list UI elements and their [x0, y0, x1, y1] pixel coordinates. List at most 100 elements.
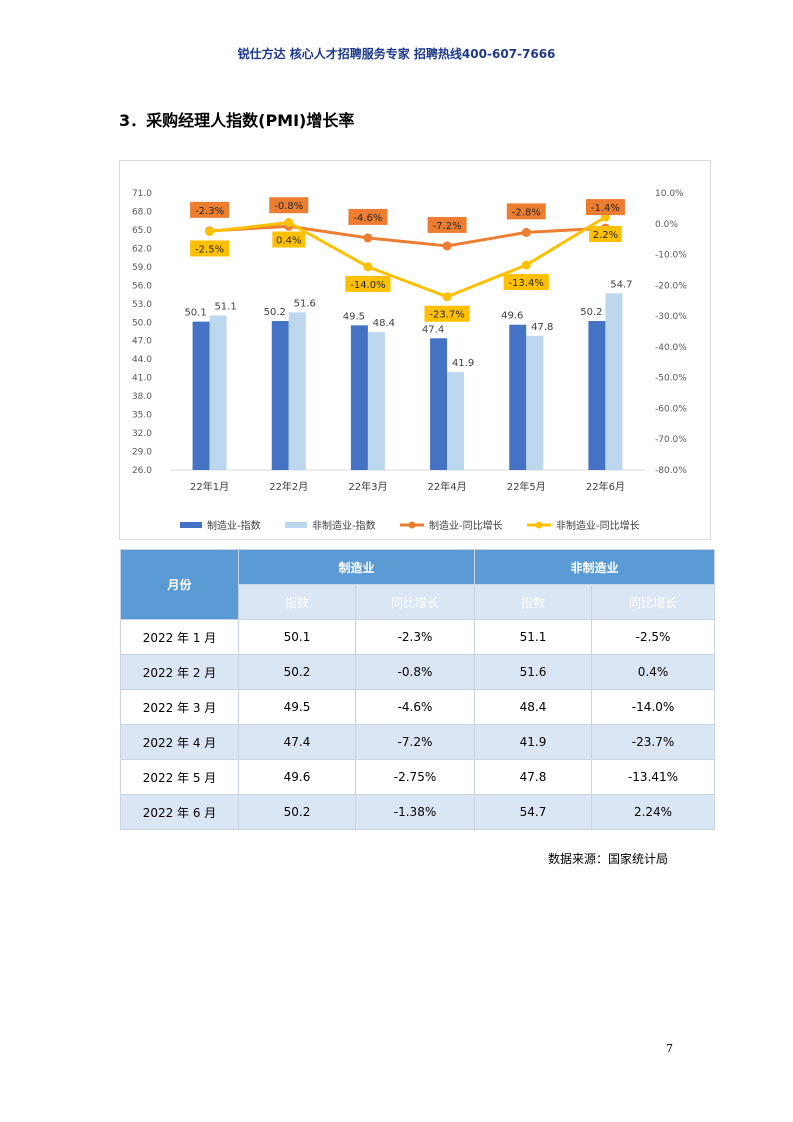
- table-row: 2022 年 3 月 49.5 -4.6% 48.4 -14.0%: [120, 689, 716, 725]
- left-axis-tick: 65.0: [132, 226, 152, 236]
- bar-data-label: 49.6: [501, 311, 523, 322]
- legend-swatch-dot: [535, 521, 543, 529]
- right-axis-tick: -50.0%: [655, 374, 687, 384]
- table-cell: 47.4: [238, 724, 356, 760]
- line-label-box: [427, 216, 467, 233]
- line-label-box: [424, 305, 470, 322]
- group-header-manufacturing: 制造业: [237, 549, 476, 585]
- bar-non-manufacturing: [209, 315, 227, 470]
- line-label-box: [585, 199, 625, 216]
- table-cell: 50.1: [238, 619, 356, 655]
- table-cell: -0.8%: [354, 654, 476, 690]
- left-axis-tick: 35.0: [132, 411, 152, 421]
- bar-data-label: 50.2: [580, 307, 602, 318]
- table-cell: 2022 年 6 月: [120, 794, 239, 830]
- bar-non-manufacturing: [367, 332, 385, 470]
- left-axis-tick: 44.0: [132, 355, 152, 365]
- table-cell: 2022 年 2 月: [120, 654, 239, 690]
- legend-label: 制造业-指数: [207, 519, 261, 532]
- pmi-chart: 71.0 68.0 65.0 62.0 59.0 56.0 53.0 50.0 47.0 44.0…: [119, 160, 711, 540]
- right-axis-tick: -30.0%: [655, 312, 687, 322]
- line-point: [521, 227, 531, 237]
- line-label-box: [190, 240, 230, 257]
- x-axis-tick: 22年3月: [348, 480, 387, 493]
- line-point: [442, 241, 452, 251]
- table-row: 2022 年 2 月 50.2 -0.8% 51.6 0.4%: [120, 654, 716, 690]
- sub-header-index: 指数: [238, 584, 356, 620]
- bar-manufacturing: [350, 325, 368, 470]
- bar-non-manufacturing: [288, 312, 306, 470]
- table-cell: 2022 年 5 月: [120, 759, 239, 795]
- table-cell: -13.41%: [591, 759, 716, 795]
- table-cell: 48.4: [474, 689, 593, 725]
- bar-non-manufacturing: [447, 372, 465, 470]
- left-axis-tick: 68.0: [132, 207, 152, 217]
- bar-data-label: 51.6: [294, 298, 316, 309]
- bar-manufacturing: [430, 338, 448, 470]
- right-axis-tick: -70.0%: [655, 435, 687, 445]
- table-corner-header: 月份: [120, 549, 239, 620]
- right-axis-tick: -60.0%: [655, 404, 687, 414]
- table-cell: 2.24%: [591, 794, 716, 830]
- table-cell: 54.7: [474, 794, 593, 830]
- line-label-box: [345, 275, 391, 292]
- line-label-box: [269, 197, 309, 214]
- bar-data-label: 41.9: [452, 358, 474, 369]
- bar-manufacturing: [192, 321, 210, 470]
- line-manufacturing-yoy: [209, 224, 606, 248]
- right-axis-tick: -40.0%: [655, 343, 687, 353]
- legend-swatch: [180, 522, 202, 528]
- table-cell: 49.5: [238, 689, 356, 725]
- table-cell: 51.1: [474, 619, 593, 655]
- line-point: [521, 260, 531, 270]
- left-axis-tick: 62.0: [132, 244, 152, 254]
- legend-swatch-dot: [408, 521, 416, 529]
- line-data-label: -1.4%: [591, 203, 620, 214]
- line-data-label: -2.3%: [195, 206, 224, 217]
- line-point: [205, 226, 215, 236]
- table-cell: 0.4%: [591, 654, 716, 690]
- bar-data-label: 50.2: [264, 307, 286, 318]
- left-axis-tick: 50.0: [132, 318, 152, 328]
- right-axis-tick: -10.0%: [655, 251, 687, 261]
- bar-data-label: 47.4: [422, 324, 444, 335]
- table-cell: 50.2: [238, 794, 356, 830]
- line-point: [284, 218, 294, 228]
- sub-header-yoy: 同比增长: [591, 584, 716, 620]
- line-data-label: 0.4%: [276, 236, 301, 247]
- table-cell: 49.6: [238, 759, 356, 795]
- line-label-box: [272, 231, 306, 248]
- table-cell: -2.3%: [354, 619, 476, 655]
- left-axis-tick: 59.0: [132, 263, 152, 273]
- left-axis-tick: 53.0: [132, 300, 152, 310]
- table-cell: -1.38%: [354, 794, 476, 830]
- x-axis-tick: 22年4月: [428, 480, 467, 493]
- table-cell: -14.0%: [591, 689, 716, 725]
- table-row: 2022 年 6 月 50.2 -1.38% 54.7 2.24%: [120, 794, 716, 830]
- line-data-label: -14.0%: [350, 280, 385, 291]
- section-title: 3．采购经理人指数(PMI)增长率: [119, 111, 355, 130]
- left-axis-tick: 41.0: [132, 374, 152, 384]
- x-axis-tick: 22年1月: [190, 480, 229, 493]
- line-data-label: -13.4%: [509, 278, 544, 289]
- bar-data-label: 50.1: [184, 308, 206, 319]
- line-label-box: [506, 203, 546, 220]
- table-cell: 2022 年 4 月: [120, 724, 239, 760]
- sub-header-yoy: 同比增长: [354, 584, 476, 620]
- group-header-non-manufacturing: 非制造业: [474, 549, 716, 585]
- table-row: 2022 年 1 月 50.1 -2.3% 51.1 -2.5%: [120, 619, 716, 655]
- bar-data-label: 48.4: [373, 318, 395, 329]
- bar-data-label: 51.1: [214, 301, 236, 312]
- pmi-table: 月份 制造业 非制造业 指数 同比增长 指数 同比增长 2022 年 1 月 50…: [120, 549, 716, 830]
- x-axis-tick: 22年5月: [507, 480, 546, 493]
- line-data-label: -2.8%: [512, 207, 541, 218]
- bar-non-manufacturing: [526, 335, 544, 470]
- table-cell: 47.8: [474, 759, 593, 795]
- data-source: 数据来源：国家统计局: [548, 852, 669, 866]
- table-cell: -2.75%: [354, 759, 476, 795]
- line-label-box: [348, 208, 388, 225]
- line-label-box: [589, 226, 622, 243]
- right-axis-tick: -80.0%: [655, 466, 687, 476]
- right-axis-tick: -20.0%: [655, 281, 687, 291]
- table-cell: -23.7%: [591, 724, 716, 760]
